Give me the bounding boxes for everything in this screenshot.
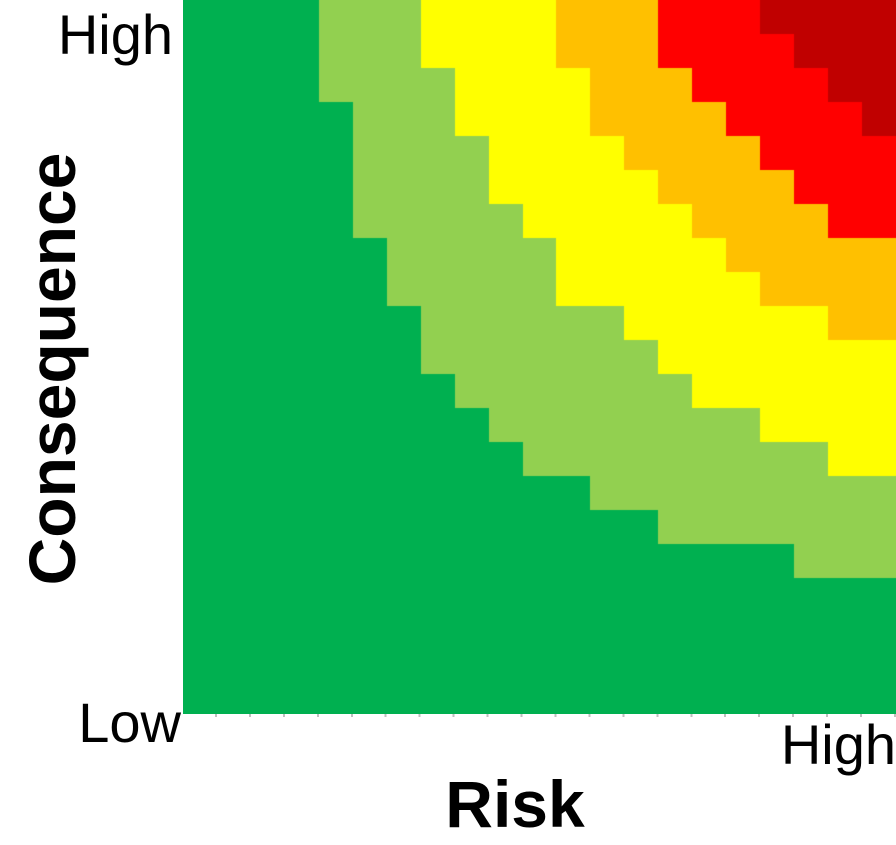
y-axis-max-tick-label: High [57,3,173,66]
origin-tick-label: Low [78,691,181,754]
y-axis-title: Consequence [15,152,89,586]
x-axis-max-tick-label: High [780,713,896,776]
risk-heatmap-plot [183,0,896,714]
x-axis-title: Risk [445,767,585,841]
x-axis-ticks [183,714,896,717]
